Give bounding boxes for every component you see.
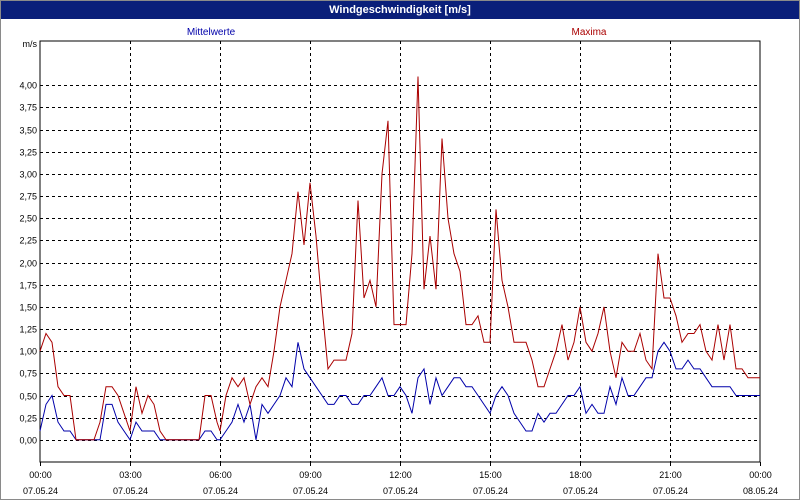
y-tick-label: 0,00 [19, 436, 37, 446]
x-tick-time: 06:00 [209, 470, 232, 480]
x-tick-time: 00:00 [29, 470, 52, 480]
y-tick-label: 4,00 [19, 81, 37, 91]
y-axis-label: m/s [23, 39, 38, 49]
x-tick-time: 09:00 [299, 470, 322, 480]
x-tick-date: 07.05.24 [383, 486, 418, 496]
chart-title: Windgeschwindigkeit [m/s] [1, 1, 799, 19]
y-tick-label: 1,25 [19, 325, 37, 335]
x-tick-date: 07.05.24 [203, 486, 238, 496]
x-tick-date: 07.05.24 [653, 486, 688, 496]
y-tick-label: 0,50 [19, 392, 37, 402]
x-tick-time: 18:00 [569, 470, 592, 480]
legend: Mittelwerte Maxima [187, 27, 607, 38]
y-tick-label: 1,50 [19, 303, 37, 313]
y-tick-label: 3,00 [19, 170, 37, 180]
legend-mittelwerte: Mittelwerte [187, 27, 236, 38]
y-tick-label: 2,25 [19, 236, 37, 246]
y-tick-label: 3,50 [19, 126, 37, 136]
y-tick-label: 0,75 [19, 369, 37, 379]
series-line-maxima [39, 76, 760, 441]
y-tick-label: 2,50 [19, 214, 37, 224]
x-tick-date: 07.05.24 [293, 486, 328, 496]
x-tick-time: 21:00 [659, 470, 682, 480]
x-tick-time: 00:00 [749, 470, 772, 480]
wind-speed-chart: 4,00 3,75 3,50 3,25 3,00 2,75 2,50 2,25 2,00 1,75… [19, 27, 778, 496]
x-tick-date: 07.05.24 [473, 486, 508, 496]
x-tick-time: 15:00 [479, 470, 502, 480]
legend-maxima: Maxima [571, 27, 606, 38]
y-tick-label: 1,00 [19, 347, 37, 357]
x-tick-time: 12:00 [389, 470, 412, 480]
y-tick-label: 2,00 [19, 259, 37, 269]
series-line-mittelwerte [39, 341, 760, 441]
y-tick-label: 2,75 [19, 192, 37, 202]
x-tick-date: 08.05.24 [743, 486, 778, 496]
x-tick-date: 07.05.24 [23, 486, 58, 496]
y-tick-label: 3,25 [19, 148, 37, 158]
x-tick-date: 07.05.24 [113, 486, 148, 496]
y-tick-label: 0,25 [19, 414, 37, 424]
grid [40, 41, 760, 462]
x-tick-date: 07.05.24 [563, 486, 598, 496]
y-tick-label: 1,75 [19, 281, 37, 291]
x-tick-time: 03:00 [119, 470, 142, 480]
series [39, 76, 760, 441]
y-tick-label: 3,75 [19, 103, 37, 113]
axes: 4,00 3,75 3,50 3,25 3,00 2,75 2,50 2,25 2,00 1,75… [19, 39, 778, 496]
